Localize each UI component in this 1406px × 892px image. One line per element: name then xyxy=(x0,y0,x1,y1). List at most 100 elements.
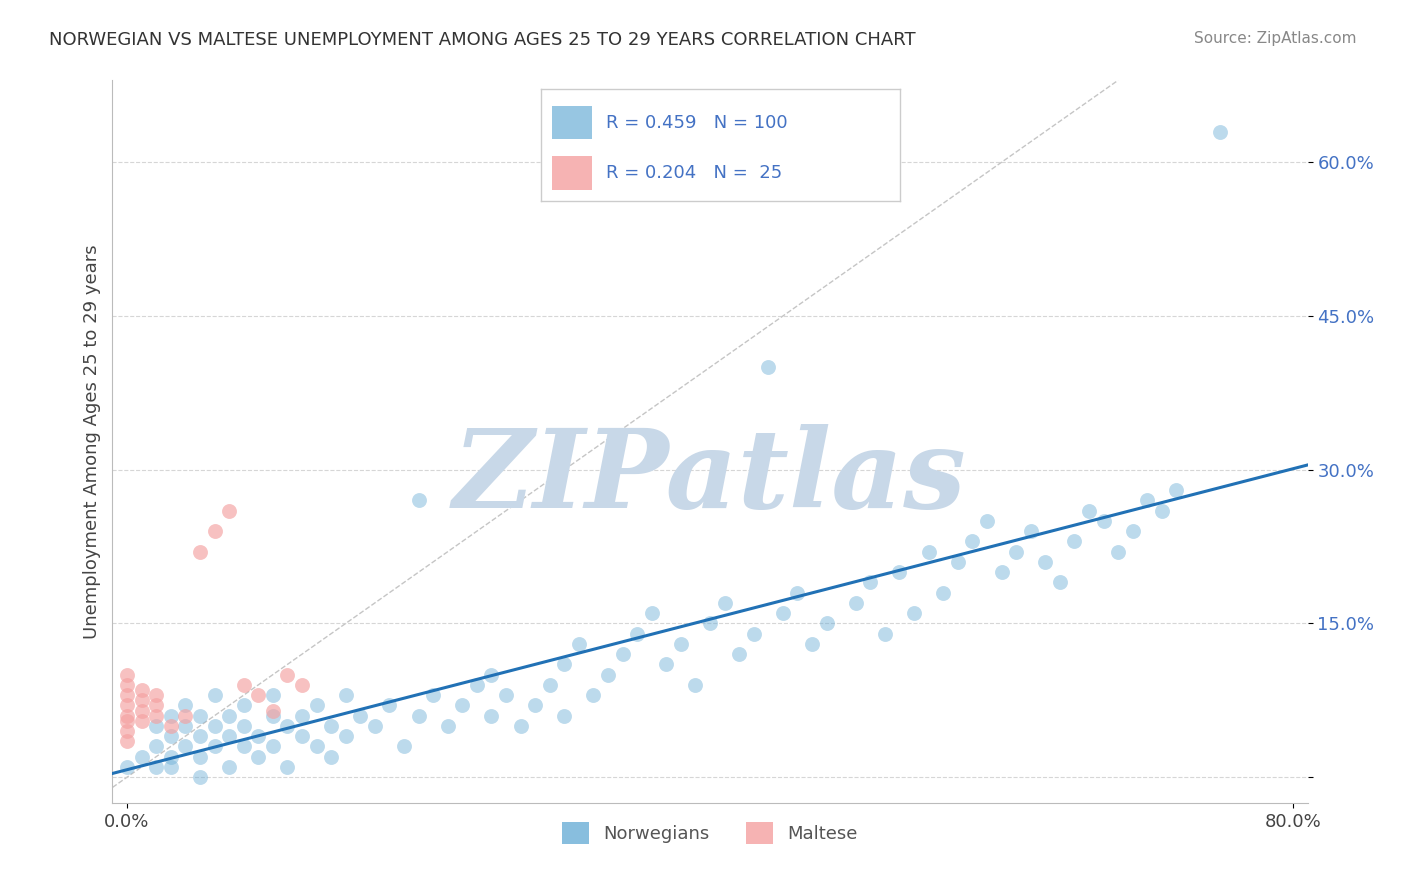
Point xyxy=(378,698,401,713)
Point xyxy=(932,585,955,599)
Point xyxy=(305,739,328,754)
Point xyxy=(335,729,357,743)
Point xyxy=(1019,524,1042,539)
Point xyxy=(962,534,984,549)
Point xyxy=(626,626,648,640)
Point xyxy=(596,667,619,681)
Point xyxy=(699,616,721,631)
Legend: Norwegians, Maltese: Norwegians, Maltese xyxy=(555,815,865,852)
Point xyxy=(262,708,284,723)
Point xyxy=(481,667,503,681)
Point xyxy=(728,647,751,661)
Point xyxy=(145,698,167,713)
Point xyxy=(131,749,153,764)
Point xyxy=(319,749,342,764)
Point xyxy=(218,708,240,723)
Point xyxy=(291,708,314,723)
Point xyxy=(742,626,765,640)
Point xyxy=(889,565,911,579)
Point xyxy=(524,698,547,713)
Point xyxy=(481,708,503,723)
Point xyxy=(247,729,270,743)
Point xyxy=(495,688,517,702)
Point xyxy=(188,708,211,723)
Point xyxy=(655,657,678,672)
Text: R = 0.204   N =  25: R = 0.204 N = 25 xyxy=(606,164,782,182)
Point xyxy=(756,360,779,375)
Point xyxy=(174,739,197,754)
Point xyxy=(174,698,197,713)
Point xyxy=(115,724,138,739)
Point xyxy=(115,714,138,728)
Point xyxy=(465,678,488,692)
Point xyxy=(131,693,153,707)
Point xyxy=(159,749,181,764)
Point xyxy=(990,565,1012,579)
Point xyxy=(247,688,270,702)
Point xyxy=(262,739,284,754)
Point xyxy=(204,688,226,702)
Point xyxy=(1092,514,1115,528)
Point xyxy=(115,708,138,723)
Point xyxy=(801,637,824,651)
Point xyxy=(408,493,430,508)
FancyBboxPatch shape xyxy=(553,106,592,139)
Point xyxy=(276,760,298,774)
Point xyxy=(903,606,925,620)
Point xyxy=(291,729,314,743)
Point xyxy=(422,688,444,702)
Point xyxy=(917,545,939,559)
Point xyxy=(305,698,328,713)
Point xyxy=(873,626,896,640)
Point xyxy=(204,739,226,754)
Point xyxy=(859,575,882,590)
Point xyxy=(582,688,605,702)
Point xyxy=(188,749,211,764)
Point xyxy=(159,719,181,733)
Point xyxy=(786,585,808,599)
Point xyxy=(232,698,254,713)
Point xyxy=(553,708,575,723)
Point xyxy=(392,739,415,754)
Point xyxy=(568,637,591,651)
Point xyxy=(276,667,298,681)
Point xyxy=(291,678,314,692)
Point xyxy=(188,729,211,743)
Point xyxy=(159,708,181,723)
Point xyxy=(1107,545,1129,559)
Point xyxy=(204,719,226,733)
Point xyxy=(232,719,254,733)
Point xyxy=(772,606,794,620)
Point xyxy=(247,749,270,764)
Point xyxy=(976,514,998,528)
Point xyxy=(1033,555,1056,569)
Point xyxy=(815,616,838,631)
Point xyxy=(1209,124,1232,138)
Point xyxy=(145,708,167,723)
Text: ZIPatlas: ZIPatlas xyxy=(453,424,967,532)
Point xyxy=(408,708,430,723)
Text: NORWEGIAN VS MALTESE UNEMPLOYMENT AMONG AGES 25 TO 29 YEARS CORRELATION CHART: NORWEGIAN VS MALTESE UNEMPLOYMENT AMONG … xyxy=(49,31,915,49)
Point xyxy=(145,719,167,733)
Point xyxy=(713,596,735,610)
Point xyxy=(159,760,181,774)
Point xyxy=(262,688,284,702)
Point xyxy=(218,504,240,518)
Point xyxy=(131,704,153,718)
Point xyxy=(1136,493,1159,508)
Point xyxy=(1005,545,1028,559)
Point xyxy=(1063,534,1085,549)
Point xyxy=(276,719,298,733)
Point xyxy=(159,729,181,743)
Point xyxy=(188,545,211,559)
Point xyxy=(612,647,634,661)
Text: R = 0.459   N = 100: R = 0.459 N = 100 xyxy=(606,113,787,132)
Point xyxy=(451,698,474,713)
Point xyxy=(174,719,197,733)
Point xyxy=(115,698,138,713)
Point xyxy=(845,596,868,610)
Point xyxy=(115,678,138,692)
Point xyxy=(218,729,240,743)
Point xyxy=(669,637,692,651)
Point xyxy=(436,719,458,733)
